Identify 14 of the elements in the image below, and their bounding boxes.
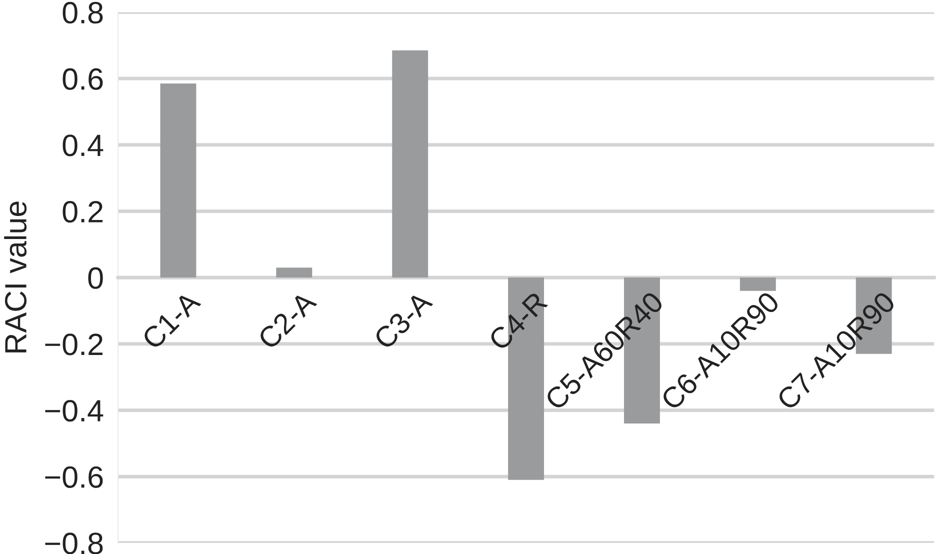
bar: [392, 50, 428, 278]
y-tick-label: 0.8: [62, 2, 103, 24]
y-tick-label: −0.2: [45, 334, 103, 356]
y-tick-label: 0.4: [62, 134, 104, 156]
y-tick-label: 0.6: [62, 68, 103, 90]
y-tick-label: −0.4: [45, 400, 104, 422]
y-tick-label: 0.2: [62, 200, 103, 223]
y-tick-label: −0.6: [45, 466, 103, 488]
y-tick-label: −0.8: [45, 532, 103, 554]
y-axis-title: RACI value: [4, 202, 27, 352]
bar: [276, 268, 312, 278]
y-tick-label: 0: [88, 267, 103, 289]
bar: [740, 278, 776, 291]
bar: [160, 84, 196, 278]
